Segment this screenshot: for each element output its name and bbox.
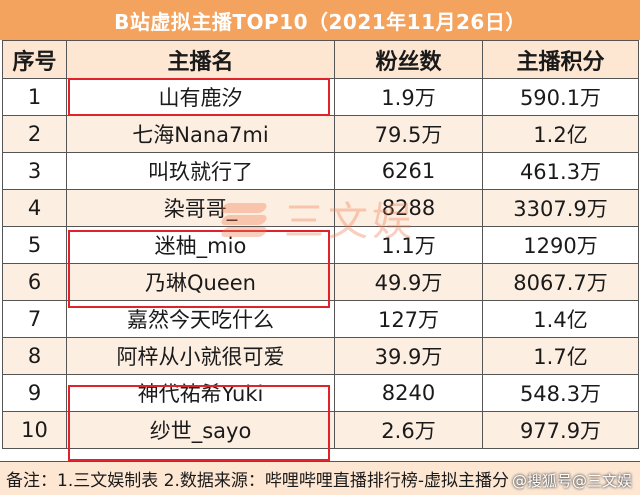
fans-cell: 6261 [334,152,483,190]
table-row: 7 嘉然今天吃什么 127万 1.4亿 [2,300,639,338]
name-cell: 阿梓从小就很可爱 [66,337,335,375]
rank-cell: 2 [2,115,67,153]
rank-cell: 3 [2,152,67,190]
name-cell: 七海Nana7mi [66,115,335,153]
score-cell: 977.9万 [482,411,639,449]
fans-cell: 8288 [334,189,483,227]
name-cell: 迷柚_mio [66,226,335,264]
rank-cell: 9 [2,374,67,412]
table-row: 10 纱世_sayo 2.6万 977.9万 [2,411,639,449]
header-rank: 序号 [2,40,67,79]
table-row: 1 山有鹿汐 1.9万 590.1万 [2,78,639,116]
rank-cell: 7 [2,300,67,338]
score-cell: 3307.9万 [482,189,639,227]
name-cell: 染哥哥_ [66,189,335,227]
score-cell: 1.2亿 [482,115,639,153]
header-name: 主播名 [66,40,335,79]
name-cell: 嘉然今天吃什么 [66,300,335,338]
score-cell: 1290万 [482,226,639,264]
ranking-table: 序号 主播名 粉丝数 主播积分 1 山有鹿汐 1.9万 590.1万 2 七海N… [2,40,639,449]
footer-note: 备注：1.三文娱制表 2.数据来源：哔哩哔哩直播排行榜-虚拟主播分 [0,461,640,495]
name-cell: 叫玖就行了 [66,152,335,190]
name-cell: 神代祐希Yuki [66,374,335,412]
name-cell: 乃琳Queen [66,263,335,301]
table-row: 6 乃琳Queen 49.9万 8067.7万 [2,263,639,301]
table-row: 8 阿梓从小就很可爱 39.9万 1.7亿 [2,337,639,375]
rank-cell: 6 [2,263,67,301]
score-cell: 461.3万 [482,152,639,190]
fans-cell: 127万 [334,300,483,338]
rank-cell: 10 [2,411,67,449]
table-row: 9 神代祐希Yuki 8240 548.3万 [2,374,639,412]
fans-cell: 2.6万 [334,411,483,449]
table-header-row: 序号 主播名 粉丝数 主播积分 [2,40,639,79]
rank-cell: 4 [2,189,67,227]
rank-cell: 5 [2,226,67,264]
score-cell: 548.3万 [482,374,639,412]
table-row: 3 叫玖就行了 6261 461.3万 [2,152,639,190]
rank-cell: 1 [2,78,67,116]
score-cell: 1.7亿 [482,337,639,375]
table-row: 5 迷柚_mio 1.1万 1290万 [2,226,639,264]
fans-cell: 1.9万 [334,78,483,116]
name-cell: 山有鹿汐 [66,78,335,116]
rank-cell: 8 [2,337,67,375]
score-cell: 8067.7万 [482,263,639,301]
table-row: 2 七海Nana7mi 79.5万 1.2亿 [2,115,639,153]
fans-cell: 79.5万 [334,115,483,153]
fans-cell: 1.1万 [334,226,483,264]
header-fans: 粉丝数 [334,40,483,79]
page-title: B站虚拟主播TOP10（2021年11月26日） [0,0,640,40]
table-row: 4 染哥哥_ 8288 3307.9万 [2,189,639,227]
fans-cell: 8240 [334,374,483,412]
corner-watermark: @搜狐号@三文娱 [511,472,632,490]
header-score: 主播积分 [482,40,639,79]
name-cell: 纱世_sayo [66,411,335,449]
fans-cell: 49.9万 [334,263,483,301]
score-cell: 590.1万 [482,78,639,116]
fans-cell: 39.9万 [334,337,483,375]
score-cell: 1.4亿 [482,300,639,338]
